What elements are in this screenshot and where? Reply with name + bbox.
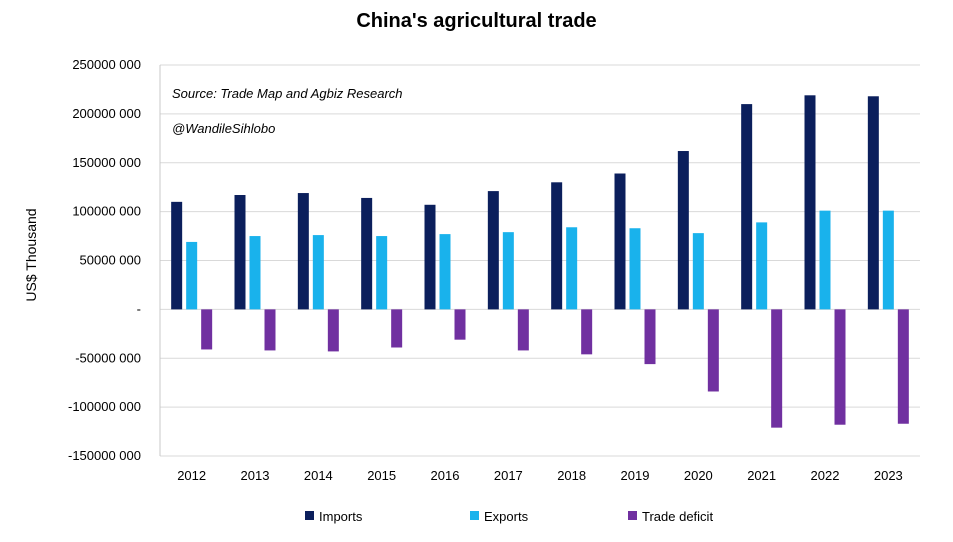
bar-imports-2012 xyxy=(171,201,183,310)
x-tick-label: 2023 xyxy=(874,468,903,483)
bar-trade-deficit-2015 xyxy=(391,309,403,348)
x-tick-label: 2019 xyxy=(621,468,650,483)
x-tick-label: 2018 xyxy=(557,468,586,483)
bar-exports-2015 xyxy=(376,236,388,310)
bar-imports-2014 xyxy=(297,193,309,310)
bar-trade-deficit-2020 xyxy=(707,309,719,392)
x-tick-label: 2021 xyxy=(747,468,776,483)
bar-exports-2021 xyxy=(756,222,768,310)
bar-imports-2013 xyxy=(234,195,246,310)
bar-imports-2017 xyxy=(487,191,499,310)
legend-swatch xyxy=(305,511,314,520)
bar-trade-deficit-2016 xyxy=(454,309,466,340)
y-tick-label: 50000 000 xyxy=(80,253,141,268)
bar-trade-deficit-2022 xyxy=(834,309,846,425)
bar-exports-2022 xyxy=(819,210,831,310)
bar-trade-deficit-2013 xyxy=(264,309,276,351)
bar-exports-2014 xyxy=(312,235,324,310)
bar-exports-2020 xyxy=(692,233,704,310)
x-tick-label: 2016 xyxy=(431,468,460,483)
bar-trade-deficit-2021 xyxy=(771,309,783,428)
bar-imports-2020 xyxy=(677,151,689,310)
bar-imports-2021 xyxy=(741,104,753,310)
x-tick-label: 2017 xyxy=(494,468,523,483)
bar-trade-deficit-2014 xyxy=(327,309,339,352)
y-tick-label: 250000 000 xyxy=(72,57,141,72)
legend-swatch xyxy=(470,511,479,520)
x-axis-ticks: 2012 2013 2014 2015 2016 2017 2018 2019 2020 2021… xyxy=(177,468,903,483)
bars xyxy=(171,95,909,428)
bar-trade-deficit-2017 xyxy=(517,309,529,351)
x-tick-label: 2020 xyxy=(684,468,713,483)
legend-swatch xyxy=(628,511,637,520)
bar-exports-2017 xyxy=(502,232,514,310)
bar-trade-deficit-2019 xyxy=(644,309,656,365)
y-axis-ticks: 250000 000 200000 000 150000 000 100000 000… xyxy=(68,57,141,463)
handle-annotation: @WandileSihlobo xyxy=(172,121,275,136)
bar-imports-2015 xyxy=(361,197,373,310)
grid-lines xyxy=(160,64,920,457)
legend-label: Imports xyxy=(319,509,363,524)
x-tick-label: 2013 xyxy=(241,468,270,483)
source-annotation: Source: Trade Map and Agbiz Research xyxy=(172,86,403,101)
y-tick-label: 100000 000 xyxy=(72,204,141,219)
bar-exports-2016 xyxy=(439,234,451,310)
bar-imports-2022 xyxy=(804,95,816,310)
legend-label: Exports xyxy=(484,509,529,524)
legend-item-trade-deficit: Trade deficit xyxy=(628,509,713,524)
legend-item-imports: Imports xyxy=(305,509,363,524)
bar-trade-deficit-2018 xyxy=(581,309,593,355)
legend: Imports Exports Trade deficit xyxy=(305,509,713,524)
bar-imports-2019 xyxy=(614,173,626,310)
bar-trade-deficit-2023 xyxy=(897,309,909,424)
bar-trade-deficit-2012 xyxy=(201,309,213,350)
legend-item-exports: Exports xyxy=(470,509,529,524)
bar-exports-2018 xyxy=(566,227,578,310)
chart-title: China's agricultural trade xyxy=(356,10,597,32)
y-tick-label: -50000 000 xyxy=(75,350,141,365)
x-tick-label: 2015 xyxy=(367,468,396,483)
bar-imports-2018 xyxy=(551,182,563,310)
bar-imports-2016 xyxy=(424,204,436,310)
x-tick-label: 2014 xyxy=(304,468,333,483)
bar-exports-2023 xyxy=(882,210,894,310)
bar-exports-2019 xyxy=(629,228,641,310)
y-tick-label: -150000 000 xyxy=(68,448,141,463)
y-tick-label: 200000 000 xyxy=(72,106,141,121)
bar-imports-2023 xyxy=(867,96,879,310)
x-tick-label: 2012 xyxy=(177,468,206,483)
bar-exports-2012 xyxy=(186,241,198,310)
bar-exports-2013 xyxy=(249,236,261,310)
y-tick-label: - xyxy=(137,301,141,316)
y-axis-label: US$ Thousand xyxy=(23,208,39,301)
x-tick-label: 2022 xyxy=(811,468,840,483)
y-tick-label: 150000 000 xyxy=(72,155,141,170)
y-tick-label: -100000 000 xyxy=(68,399,141,414)
legend-label: Trade deficit xyxy=(642,509,713,524)
